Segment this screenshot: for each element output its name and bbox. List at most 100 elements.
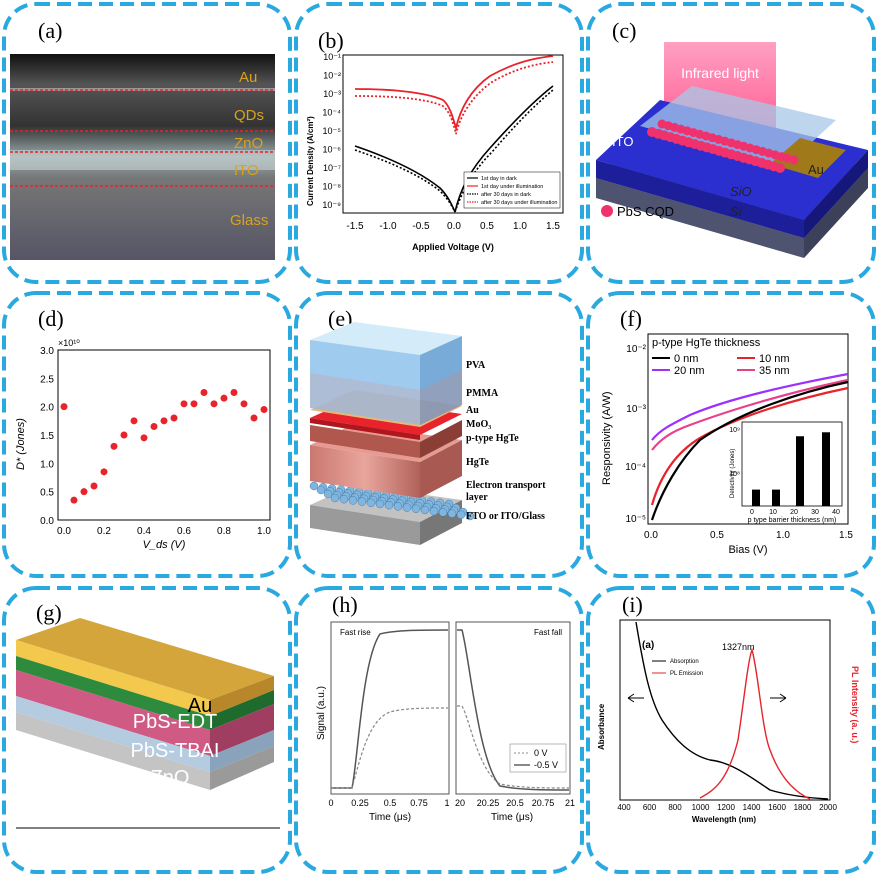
y-tick: 3.0 (40, 346, 54, 357)
x-tick: 1200 (717, 803, 735, 812)
x-axis-label: Bias (V) (728, 544, 767, 556)
y-axis-label: Responsivity (A/W) (601, 391, 613, 485)
plot-frame (647, 333, 849, 525)
etl-bead (411, 504, 421, 513)
x-tick: 0.25 (351, 798, 369, 808)
etl-bead (456, 510, 466, 519)
x-tick: 20.5 (506, 798, 524, 808)
data-point (70, 496, 78, 504)
etl-bead (375, 499, 385, 509)
exponent-label: ×10¹⁰ (58, 338, 80, 348)
etl-bead (447, 509, 457, 518)
layer-label: Electron transport (466, 480, 546, 491)
layer-label: PVA (466, 360, 486, 371)
x-axis-label: Time (μs) (491, 812, 533, 823)
x-tick: 0.8 (217, 526, 231, 537)
data-point (190, 400, 198, 408)
layer-label: PbS-TBAI (131, 740, 220, 762)
plot-frame-right (455, 621, 571, 795)
inset-y-label: Detectivity (Jones) (730, 449, 736, 498)
x-tick: 0.0 (447, 221, 461, 232)
y-tick: 0.5 (40, 488, 54, 499)
etl-bead (438, 508, 448, 517)
x-tick: -1.0 (379, 221, 397, 232)
y-tick: 10⁻³ (323, 89, 341, 99)
legend-item: 0 nm (674, 353, 698, 365)
y-tick: 0.0 (40, 516, 54, 527)
x-tick: 0.75 (410, 798, 428, 808)
x-axis-label: Applied Voltage (V) (412, 242, 494, 252)
etl-bead (357, 497, 367, 506)
legend-item: 0 V (534, 748, 548, 758)
inset-x-label: p type barrier thickness (nm) (748, 517, 837, 524)
sub-label: (a) (642, 640, 654, 651)
data-point (100, 468, 108, 476)
plot-frame (57, 349, 271, 521)
top-face (16, 618, 274, 700)
etl-bead (402, 503, 412, 512)
plot-frame (619, 619, 831, 801)
panel-d: (d) ×10¹⁰ 0.0 0.5 1.0 1.5 2.0 2.5 3.0 0.0 0.2 0.… (15, 306, 271, 551)
subplot-title: Fast rise (340, 628, 371, 637)
y-axis-label: D* (Jones) (15, 418, 27, 470)
panel-b: (b) 10⁻¹ 10⁻² 10⁻³ 10⁻⁴ 10⁻⁵ 10⁻⁶ 10⁻⁷ 10⁻⁸ 10⁻⁹… (306, 28, 564, 252)
series-neg-0.5V-rise (331, 629, 449, 789)
series-dark-1b (454, 85, 554, 213)
y-tick: 10⁻⁹ (322, 200, 341, 210)
y-tick: 10⁻⁵ (625, 514, 646, 525)
x-tick: 2000 (819, 803, 837, 812)
layer-label: MoO₃ (466, 419, 491, 430)
x-tick: -0.5 (412, 221, 430, 232)
y-tick: 10⁸ (729, 471, 740, 478)
panel-label-b: (b) (318, 28, 344, 53)
layer-label: Au (188, 695, 212, 717)
panel-label-g: (g) (36, 600, 62, 625)
data-point (140, 434, 148, 442)
x-tick: 1400 (743, 803, 761, 812)
series-0V-fall (457, 705, 570, 789)
y-axis-label: Absorbance (597, 703, 606, 750)
etl-bead (339, 495, 349, 504)
series-dark-1 (354, 145, 456, 213)
au-electrode (770, 138, 846, 178)
bar (752, 489, 760, 506)
subplot-title: Fast fall (534, 628, 562, 637)
hgte-layer (310, 445, 420, 498)
etl-bead (330, 493, 340, 503)
etl-bead (366, 498, 376, 507)
x-tick: 20 (455, 798, 465, 808)
y-axis-label-right: PL Intensity (a. u.) (850, 666, 860, 743)
panel-label-c: (c) (612, 18, 636, 43)
x-tick: 0.4 (137, 526, 151, 537)
data-point (240, 400, 248, 408)
panel-h: (h) Fast rise Fast fall 0 0.25 0.5 0.75 … (316, 592, 575, 823)
x-tick: 0.6 (177, 526, 191, 537)
legend-item: 35 nm (759, 365, 790, 377)
legend-item: 10 nm (759, 353, 790, 365)
frame-f (586, 291, 876, 578)
x-axis-label: Time (μs) (369, 812, 411, 823)
qd-label: PbS CQD (617, 204, 674, 219)
panel-f: (f) 10⁻² 10⁻³ 10⁻⁴ 10⁻⁵ 0.0 0.5 1.0 1.5 … (601, 306, 853, 556)
x-tick: 1.0 (513, 221, 527, 232)
y-tick: 2.0 (40, 403, 54, 414)
panel-label-i: (i) (622, 592, 643, 617)
sio-label: SiO (730, 184, 752, 199)
etl-bead (348, 496, 358, 505)
layer-label: ZnO (234, 135, 263, 152)
frame-a (2, 2, 292, 284)
legend-item: PL Emission (670, 671, 703, 677)
x-tick: 20.75 (532, 798, 555, 808)
layer-label: PMMA (466, 388, 499, 399)
series-35nm (651, 378, 849, 451)
panel-c: (c) Infrared light ITO SiO Si Au PbS CQD (596, 18, 868, 258)
panel-label-a: (a) (38, 18, 62, 43)
legend-item: 1st day under illumination (481, 184, 543, 190)
y-tick: 10⁻⁴ (625, 462, 646, 473)
qd-dot (789, 155, 799, 165)
plot-frame (342, 54, 564, 214)
y-tick: 10⁻⁵ (323, 126, 342, 136)
